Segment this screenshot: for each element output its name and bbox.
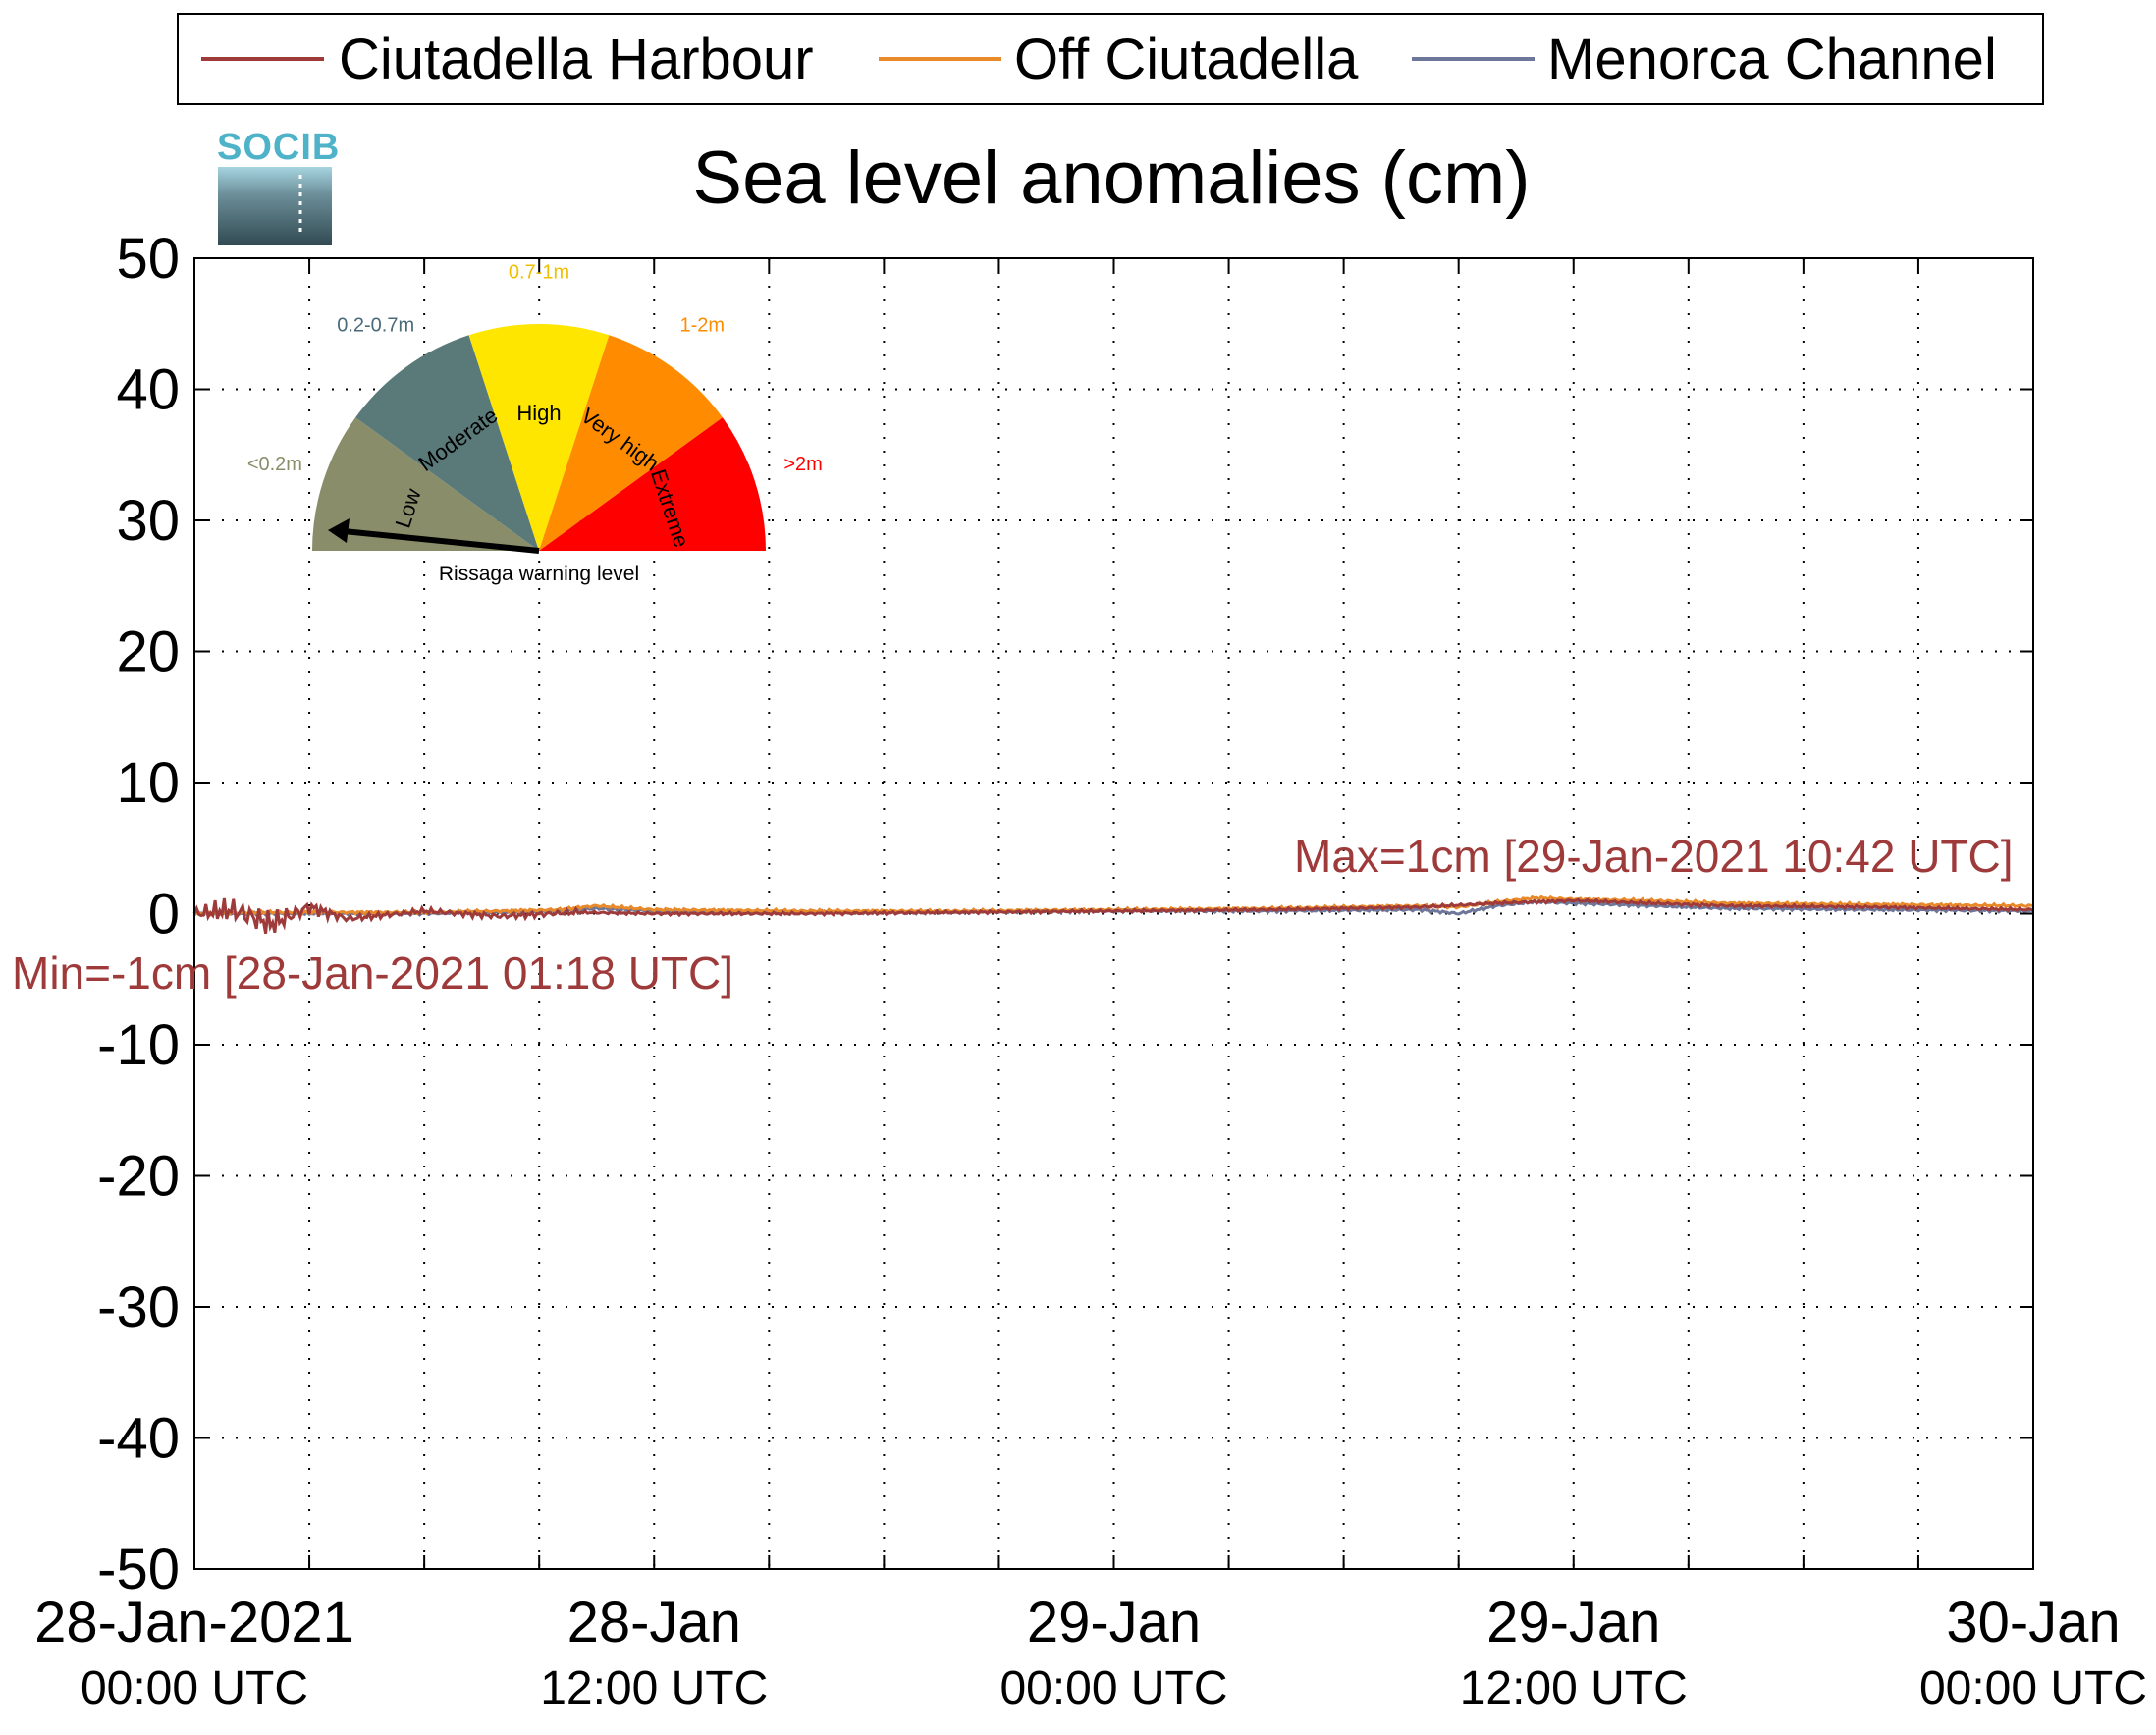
legend-label-off-ciutadella: Off Ciutadella	[1014, 27, 1359, 91]
gauge-segments	[312, 323, 766, 551]
gauge-needle	[343, 528, 540, 554]
gauge-needle-arrowhead	[328, 518, 350, 543]
socib-logo: SOCIB	[217, 127, 340, 245]
x-tick-label-time: 12:00 UTC	[1460, 1662, 1688, 1714]
gauge-range-low: <0.2m	[247, 454, 302, 475]
gauge-range-high: 0.7-1m	[509, 261, 569, 283]
y-tick-label: 10	[116, 751, 180, 815]
legend-label-menorca-channel: Menorca Channel	[1547, 27, 1997, 91]
y-tick-label: -30	[97, 1275, 180, 1339]
gauge-range-very-high: 1-2m	[680, 314, 726, 336]
series-lines	[192, 895, 2035, 934]
x-tick-label-time: 00:00 UTC	[81, 1662, 308, 1714]
x-tick-label-date: 29-Jan	[1486, 1591, 1660, 1654]
x-axis: 28-Jan-2021 00:00 UTC 28-Jan 12:00 UTC 29-Ja…	[34, 258, 2147, 1714]
gauge-range-labels: <0.2m 0.2-0.7m 0.7-1m 1-2m >2m	[247, 261, 823, 475]
y-tick-label: -20	[97, 1145, 180, 1209]
socib-logo-text: SOCIB	[217, 127, 340, 168]
x-tick-label-time: 00:00 UTC	[1919, 1662, 2147, 1714]
x-tick-label-time: 00:00 UTC	[999, 1662, 1227, 1714]
y-tick-label: 40	[116, 358, 180, 422]
y-axis: 50 40 30 20 10 0 -10 -20 -30 -40 -50	[97, 227, 2033, 1601]
gauge-segment-extreme	[539, 417, 766, 551]
gauge-segment-high	[468, 323, 610, 551]
y-tick-label: 50	[116, 227, 180, 291]
legend: Ciutadella Harbour Off Ciutadella Menorc…	[177, 13, 2044, 105]
y-tick-label: -50	[97, 1538, 180, 1601]
x-tick-label-date: 28-Jan	[567, 1591, 741, 1654]
x-tick-label-date: 30-Jan	[1946, 1591, 2120, 1654]
y-tick-label: -10	[97, 1013, 180, 1077]
gauge-segment-moderate	[355, 335, 539, 551]
series-line-ciutadella-harbour	[192, 897, 2034, 934]
socib-logo-block	[218, 167, 332, 245]
gauge-label-high: High	[516, 401, 561, 425]
gauge-segment-low	[312, 417, 539, 551]
gauge-range-extreme: >2m	[783, 454, 822, 475]
gauge-segment-very-high	[539, 335, 723, 551]
plot-border	[193, 257, 2034, 1570]
x-tick-label-date: 29-Jan	[1027, 1591, 1201, 1654]
max-annotation: Max=1cm [29-Jan-2021 10:42 UTC]	[1294, 831, 2014, 882]
legend-label-ciutadella-harbour: Ciutadella Harbour	[339, 27, 814, 91]
x-tick-label-time: 12:00 UTC	[540, 1662, 768, 1714]
legend-box	[177, 13, 2044, 105]
y-tick-label: 20	[116, 621, 180, 684]
gauge-caption: Rissaga warning level	[439, 563, 639, 585]
chart-title: Sea level anomalies (cm)	[692, 136, 1530, 220]
gauge-range-moderate: 0.2-0.7m	[337, 314, 414, 336]
x-tick-label-date: 28-Jan-2021	[34, 1591, 354, 1654]
y-tick-label: 0	[148, 883, 180, 947]
min-annotation: Min=-1cm [28-Jan-2021 01:18 UTC]	[12, 948, 733, 999]
y-tick-label: 30	[116, 489, 180, 553]
y-tick-label: -40	[97, 1407, 180, 1471]
